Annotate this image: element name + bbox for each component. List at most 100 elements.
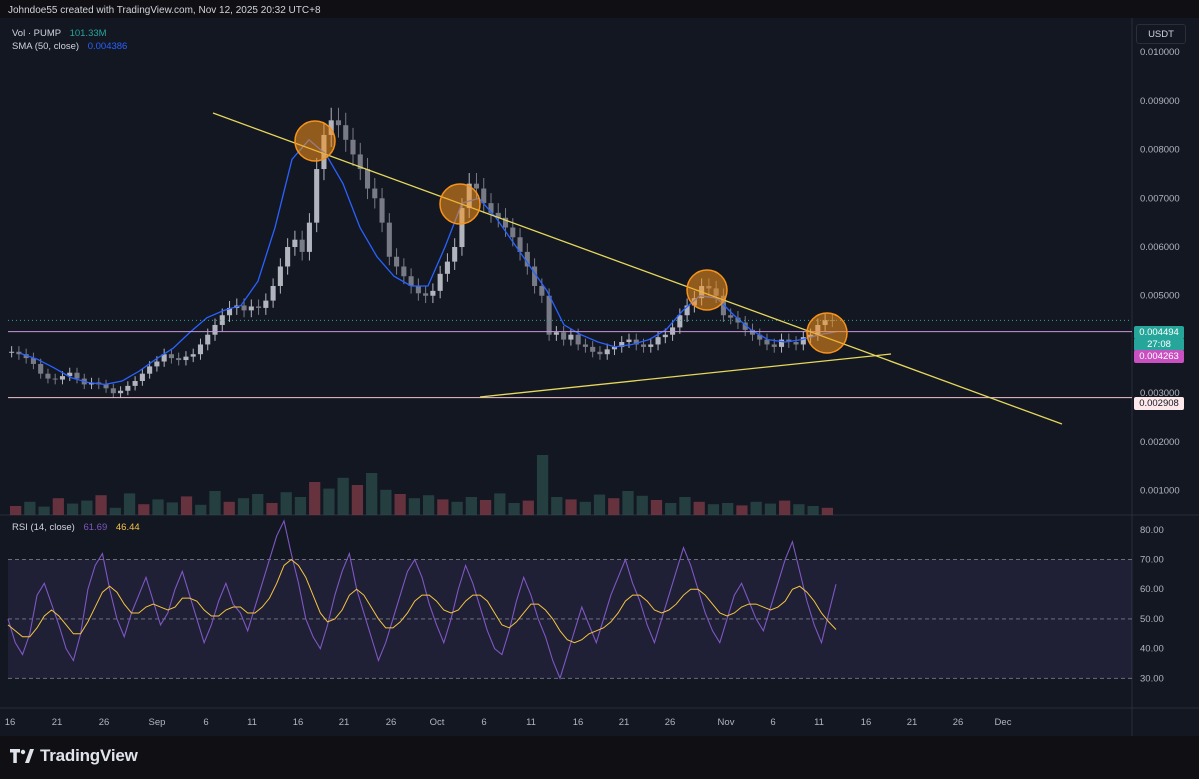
price-candle <box>561 332 567 340</box>
time-tick-label: 16 <box>293 717 304 728</box>
price-candle <box>38 363 44 374</box>
chart-credit: Johndoe55 created with TradingView.com, … <box>8 5 321 16</box>
volume-bar <box>351 485 364 515</box>
time-tick-label: 21 <box>339 717 350 728</box>
price-candle <box>793 342 799 345</box>
price-candle <box>611 346 618 350</box>
price-candle <box>495 212 501 218</box>
price-candle <box>481 188 487 204</box>
price-candle <box>372 188 378 199</box>
price-candle <box>74 372 80 379</box>
volume-bar <box>38 506 50 515</box>
price-candle <box>735 317 741 323</box>
price-candle <box>212 324 218 335</box>
price-candle <box>9 351 15 353</box>
rsi-tick-label: 30.00 <box>1140 673 1164 684</box>
support-price-label: 0.002908 <box>1134 397 1184 410</box>
volume-bar <box>66 503 79 515</box>
price-candle <box>408 276 414 286</box>
volume-bar <box>465 497 477 515</box>
price-candle <box>357 154 363 170</box>
price-candle <box>437 273 443 291</box>
volume-bar <box>693 501 705 515</box>
volume-bar <box>123 493 136 515</box>
volume-bar <box>679 497 691 515</box>
chart-panel[interactable] <box>0 18 1199 736</box>
price-candle <box>379 198 385 223</box>
price-candle <box>23 354 29 359</box>
time-tick-label: Nov <box>718 717 735 728</box>
volume-bar <box>508 503 520 515</box>
volume-legend[interactable]: Vol · PUMP 101.33M <box>12 28 107 39</box>
price-candle <box>684 305 690 316</box>
price-candle <box>263 300 269 308</box>
volume-bar <box>209 491 221 515</box>
price-candle <box>241 305 247 311</box>
tradingview-brand: TradingView <box>40 746 138 765</box>
price-candle <box>778 339 785 347</box>
price-candle <box>285 247 291 267</box>
price-candle <box>314 169 320 223</box>
price-chart[interactable]: 0.010000 0.009000 0.008000 0.007000 0.006000… <box>0 18 1199 736</box>
support-trendline <box>479 353 892 398</box>
trendline-touch-marker <box>439 183 481 225</box>
price-candle <box>597 351 603 355</box>
volume-bar <box>252 494 264 515</box>
volume-bar <box>479 500 492 515</box>
price-tick-label: 0.010000 <box>1140 47 1180 58</box>
volume-bar <box>180 496 193 515</box>
time-tick-label: 11 <box>814 717 824 728</box>
volume-legend-value: 101.33M <box>69 28 107 39</box>
price-candle <box>110 388 116 394</box>
time-tick-label: 26 <box>99 717 110 728</box>
price-candle <box>52 378 58 380</box>
price-candle <box>183 356 189 361</box>
volume-bar <box>622 491 634 515</box>
rsi-tick-label: 40.00 <box>1140 644 1164 655</box>
price-candle <box>176 358 182 361</box>
time-tick-label: 21 <box>52 717 63 728</box>
price-candle <box>728 315 734 318</box>
price-candle <box>539 285 545 296</box>
price-candle <box>757 334 763 340</box>
price-candle <box>270 285 276 301</box>
time-tick-label: 26 <box>953 717 964 728</box>
price-tick-label: 0.009000 <box>1140 96 1180 107</box>
volume-bar <box>665 503 677 515</box>
volume-bar <box>437 499 449 515</box>
volume-bar <box>280 492 292 515</box>
volume-bar <box>608 498 620 515</box>
price-candle <box>190 354 196 357</box>
volume-bar <box>636 495 648 515</box>
price-candle <box>147 366 153 374</box>
volume-bar <box>807 506 819 515</box>
price-candle <box>568 334 574 340</box>
tradingview-logo-icon <box>10 749 34 763</box>
sma-price-label: 0.004263 <box>1134 350 1184 363</box>
price-candle <box>45 373 51 379</box>
price-candle <box>633 339 639 345</box>
price-candle <box>168 354 174 359</box>
sma-legend[interactable]: SMA (50, close) 0.004386 <box>12 41 127 52</box>
time-tick-label: 11 <box>526 717 536 728</box>
price-candle <box>524 251 530 267</box>
price-candle <box>619 342 625 347</box>
rsi-legend[interactable]: RSI (14, close) 61.69 46.44 <box>12 522 140 533</box>
currency-selector[interactable]: USDT <box>1136 24 1186 44</box>
volume-bar <box>565 499 577 515</box>
price-candle <box>626 339 632 343</box>
price-candle <box>517 237 523 252</box>
time-tick-label: 16 <box>861 717 872 728</box>
price-candle <box>546 295 552 335</box>
volume-bar <box>793 504 805 515</box>
price-tick-label: 0.005000 <box>1140 291 1180 302</box>
price-candle <box>655 337 661 345</box>
volume-bar <box>579 501 591 515</box>
tradingview-logo[interactable]: TradingView <box>10 746 138 766</box>
volume-bar <box>722 503 734 515</box>
price-candle <box>488 203 494 213</box>
price-candle <box>256 306 262 308</box>
rsi-tick-label: 70.00 <box>1140 555 1164 566</box>
volume-bar <box>166 502 178 515</box>
volume-bar <box>223 501 235 515</box>
